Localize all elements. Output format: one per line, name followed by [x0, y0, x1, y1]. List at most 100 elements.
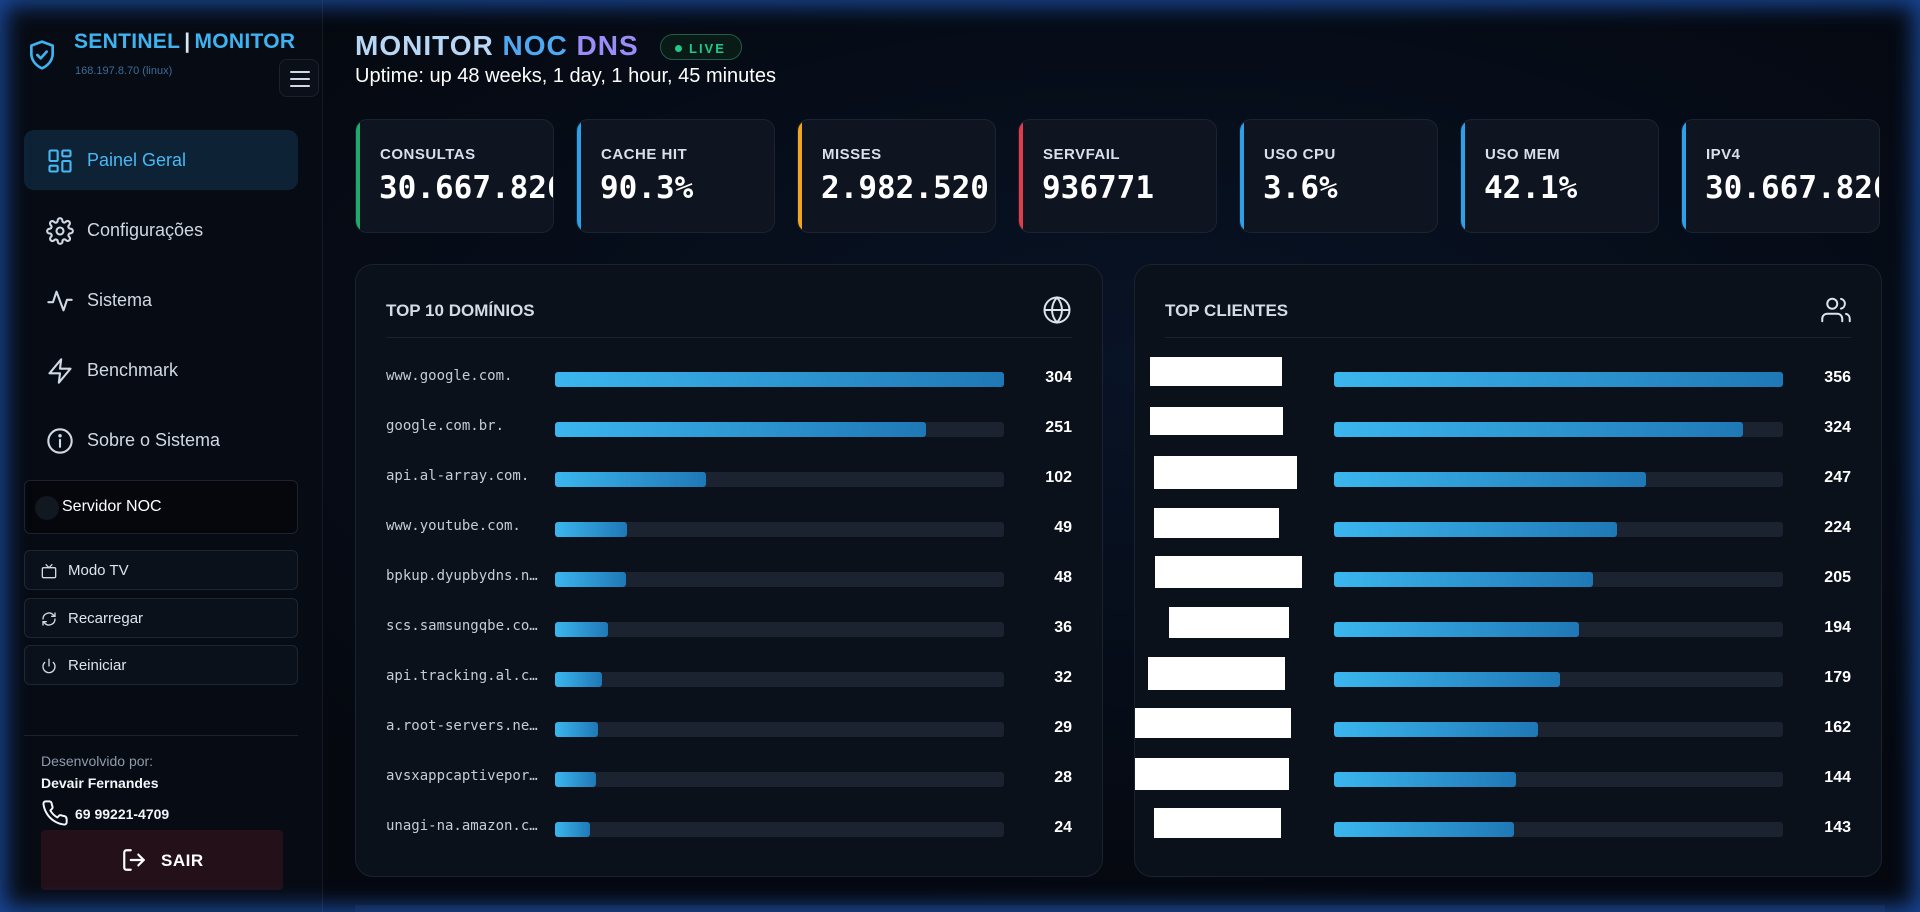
table-row: 224: [1135, 512, 1881, 542]
shield-check-icon: [30, 40, 54, 70]
tv-mode-label: Modo TV: [68, 562, 129, 579]
bar-track: [555, 572, 1004, 587]
nav-item-configuracoes[interactable]: Configurações: [24, 200, 298, 260]
stat-accent-bar: [356, 120, 360, 232]
table-row: a.root-servers.net. 29: [356, 712, 1102, 742]
stat-card-uso-cpu: USO CPU 3.6%: [1239, 119, 1438, 233]
stat-value: 3.6%: [1263, 170, 1338, 206]
row-count: 28: [1054, 769, 1072, 786]
row-count: 48: [1054, 569, 1072, 586]
bar-fill: [1334, 672, 1560, 687]
developer-name: Devair Fernandes: [41, 775, 159, 791]
stat-card-consultas: CONSULTAS 30.667.826: [355, 119, 554, 233]
lightning-icon: [48, 358, 72, 384]
server-status-dot: [35, 496, 59, 520]
bar-fill: [555, 422, 926, 437]
nav-item-painel-geral[interactable]: Painel Geral: [24, 130, 298, 190]
row-count: 205: [1824, 569, 1851, 586]
bar-fill: [1334, 622, 1579, 637]
uptime-text: Uptime: up 48 weeks, 1 day, 1 hour, 45 m…: [355, 65, 776, 87]
stat-accent-bar: [1240, 120, 1244, 232]
bar-fill: [555, 572, 626, 587]
panel-divider: [1165, 337, 1851, 338]
nav-label: Sobre o Sistema: [87, 429, 221, 450]
nav-item-sistema[interactable]: Sistema: [24, 270, 298, 330]
dashboard-icon: [48, 149, 72, 173]
table-row: 247: [1135, 462, 1881, 492]
hamburger-icon: [290, 78, 310, 80]
stat-label: CONSULTAS: [380, 146, 476, 163]
table-row: api.tracking.al.com. 32: [356, 662, 1102, 692]
globe-icon: [1043, 296, 1071, 324]
tv-mode-button[interactable]: Modo TV: [24, 550, 298, 590]
reload-label: Recarregar: [68, 610, 144, 627]
table-row: api.al-array.com. 102: [356, 462, 1102, 492]
brand-title: SENTINEL | MONITOR: [74, 30, 296, 53]
tv-icon: [41, 563, 57, 579]
logout-button[interactable]: SAIR: [41, 830, 283, 890]
stat-card-misses: MISSES 2.982.520: [797, 119, 996, 233]
nav-item-benchmark[interactable]: Benchmark: [24, 340, 298, 400]
bar-fill: [1334, 472, 1646, 487]
bar-track: [1334, 722, 1783, 737]
hamburger-icon: [290, 85, 310, 87]
domain-name: a.root-servers.net.: [386, 718, 538, 734]
stat-label: SERVFAIL: [1043, 146, 1121, 163]
table-row: 324: [1135, 412, 1881, 442]
stat-value: 90.3%: [600, 170, 694, 206]
top-clients-panel: TOP CLIENTES 356 324 247 224 205 194 179 162 144…: [1134, 264, 1882, 877]
stat-card-uso-mem: USO MEM 42.1%: [1460, 119, 1659, 233]
stat-card-servfail: SERVFAIL 936771: [1018, 119, 1217, 233]
domain-name: google.com.br.: [386, 418, 505, 434]
stat-accent-bar: [577, 120, 581, 232]
bar-track: [1334, 472, 1783, 487]
row-count: 143: [1824, 819, 1851, 836]
row-count: 162: [1824, 719, 1851, 736]
phone-icon: [42, 800, 68, 826]
panel-title: TOP 10 DOMÍNIOS: [386, 301, 535, 320]
menu-toggle-button[interactable]: [279, 59, 319, 97]
table-row: www.google.com. 304: [356, 362, 1102, 392]
nav-label: Painel Geral: [87, 149, 187, 170]
bar-fill: [1334, 772, 1516, 787]
logout-icon: [123, 849, 145, 871]
bar-fill: [555, 822, 591, 837]
page-title: MONITOR NOC DNS: [355, 30, 639, 61]
host-address: 168.197.8.70 (linux): [75, 65, 173, 77]
domain-name: avsxappcaptiveportal.com.: [386, 768, 538, 784]
bar-fill: [555, 622, 609, 637]
divider: [24, 735, 298, 736]
server-select[interactable]: Servidor NOC: [24, 480, 298, 534]
row-count: 24: [1054, 819, 1072, 836]
bar-track: [1334, 572, 1783, 587]
redacted-client-ip: [1135, 708, 1291, 738]
bar-track: [555, 672, 1004, 687]
domain-name: www.youtube.com.: [386, 518, 521, 534]
table-row: 194: [1135, 612, 1881, 642]
table-row: 356: [1135, 362, 1881, 392]
bar-track: [555, 372, 1004, 387]
restart-button[interactable]: Reiniciar: [24, 645, 298, 685]
stat-label: MISSES: [822, 146, 882, 163]
top-domains-panel: TOP 10 DOMÍNIOS www.google.com. 304 google…: [355, 264, 1103, 877]
stat-value: 42.1%: [1484, 170, 1578, 206]
live-badge: LIVE: [660, 34, 742, 60]
bar-track: [555, 522, 1004, 537]
table-row: bpkup.dyupbydns.net. 48: [356, 562, 1102, 592]
reload-button[interactable]: Recarregar: [24, 598, 298, 638]
domain-name: scs.samsungqbe.com.: [386, 618, 538, 634]
bar-track: [555, 722, 1004, 737]
domain-name: api.al-array.com.: [386, 468, 530, 484]
bar-track: [1334, 372, 1783, 387]
server-select-value: Servidor NOC: [62, 498, 162, 515]
table-row: unagi-na.amazon.com. 24: [356, 812, 1102, 842]
panel-title: TOP CLIENTES: [1165, 301, 1289, 320]
refresh-icon: [42, 612, 56, 626]
info-icon: [47, 428, 73, 454]
stat-card-ipv4: IPV4 30.667.826: [1681, 119, 1880, 233]
live-label: LIVE: [689, 41, 726, 56]
stat-label: CACHE HIT: [601, 146, 688, 163]
row-count: 251: [1045, 419, 1072, 436]
nav-item-sobre[interactable]: Sobre o Sistema: [24, 410, 298, 470]
table-row: 179: [1135, 662, 1881, 692]
